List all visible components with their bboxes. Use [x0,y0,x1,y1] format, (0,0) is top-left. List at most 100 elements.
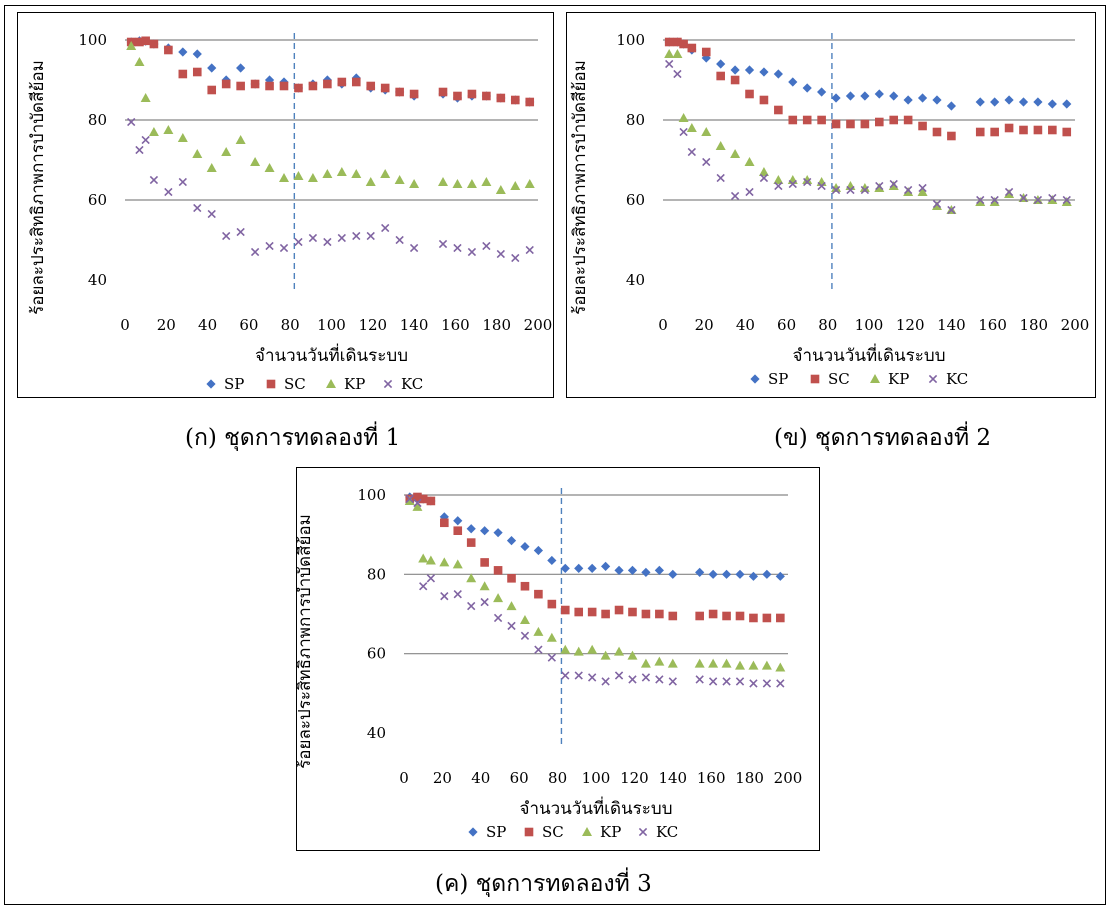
data-point-sc [236,81,245,91]
x-tick-label: 120 [896,316,925,334]
data-point-sc [687,43,697,53]
data-point-kc [222,231,231,241]
data-point-sc [722,611,731,621]
chart-2-svg: 40 60 80 100 0 20 40 60 80 100 120 140 160 180 200 จำนว… [570,31,1089,388]
data-point-sc [294,83,303,93]
data-point-sp [641,567,651,577]
data-point-sc [947,131,956,141]
data-point-kp [931,201,942,210]
legend-label-sp: SP [224,375,244,393]
x-tick-label: 120 [620,769,649,787]
data-point-sc [493,566,503,575]
data-point-kc [846,185,855,195]
data-point-kc [695,675,704,684]
data-point-kp [365,177,376,186]
y-tick-label: 100 [357,486,386,504]
data-point-kp [802,175,813,184]
data-point-sp [601,561,611,571]
data-point-kp [452,559,463,569]
data-point-sc [846,119,855,129]
data-point-kp [573,646,584,656]
data-point-kc [776,679,785,688]
data-point-kc [236,227,245,237]
data-point-kp [888,181,899,190]
data-point-sc [614,605,624,615]
data-point-kp [307,173,318,182]
data-point-kp [438,177,449,186]
data-point-sc [673,37,682,47]
data-point-kp [140,93,151,102]
data-point-kc [889,179,898,189]
data-point-kp [293,171,304,180]
data-point-sp [932,95,942,105]
legend-marker-kp [870,374,880,383]
data-point-sc [831,119,841,129]
x-tick-label: 20 [157,316,176,334]
data-point-sp [744,65,755,75]
x-tick-label: 40 [198,316,217,334]
data-point-sc [560,605,570,615]
data-point-kp [264,163,275,172]
data-point-kp [380,169,391,178]
x-tick-label: 20 [433,769,452,787]
data-point-kc [788,179,797,189]
data-point-kp [495,185,506,194]
data-point-sc [1048,125,1057,135]
data-point-kp [758,167,769,176]
data-point-kc [308,233,318,243]
y-axis-title: ร้อยละประสิทธิภาพการบำบัดสีย้อม [297,514,315,769]
data-point-kc [405,494,414,504]
data-point-kc [511,253,520,263]
data-point-kp [524,179,535,188]
data-point-kp [859,183,870,192]
data-point-kc [250,247,260,257]
data-point-kp [412,501,423,511]
data-point-sp [547,555,557,566]
data-point-kp [831,183,842,192]
x-tick-label: 60 [510,769,529,787]
x-tick-label: 180 [482,316,511,334]
data-point-kc [193,203,202,213]
data-point-kc [467,247,477,257]
data-point-kp [404,495,415,505]
data-point-sp [817,87,827,97]
data-point-kp [148,127,159,136]
data-point-sp [236,63,246,73]
data-point-sp [788,77,798,87]
legend-label-kp: KP [888,370,909,388]
data-point-sp [889,91,899,101]
data-point-sc [221,79,231,89]
data-point-sp [1004,95,1014,105]
data-point-kc [409,243,419,253]
legend-label-kp: KP [600,823,621,841]
data-point-kc [687,147,697,157]
data-point-kp [701,127,712,136]
data-point-kc [178,177,187,187]
legend-label-sc: SC [542,823,564,841]
data-point-sp [506,536,517,546]
data-point-sc [366,81,376,91]
caption-2: (ข) ชุดการทดลองที่ 2 [774,425,992,451]
data-point-sc [149,39,159,49]
x-tick-label: 0 [399,769,409,787]
data-point-kc [745,187,754,197]
data-point-sp [860,91,870,101]
data-point-sp [178,47,188,57]
data-point-kc [352,231,361,241]
y-tick-label: 60 [626,191,645,209]
data-point-sp [574,563,584,573]
data-point-sc [695,611,704,621]
data-point-sc [679,39,688,49]
data-point-sc [716,71,725,81]
legend-marker-sp [750,374,760,384]
data-point-kp [730,149,741,158]
data-point-sc [525,97,535,107]
data-point-kc [831,185,841,195]
data-point-kp [510,181,521,190]
data-point-kp [654,656,665,666]
data-point-kp [845,181,856,190]
data-point-kc [817,181,826,191]
data-point-kp [748,660,759,670]
data-point-sc [520,581,530,591]
data-point-kc [493,613,503,623]
